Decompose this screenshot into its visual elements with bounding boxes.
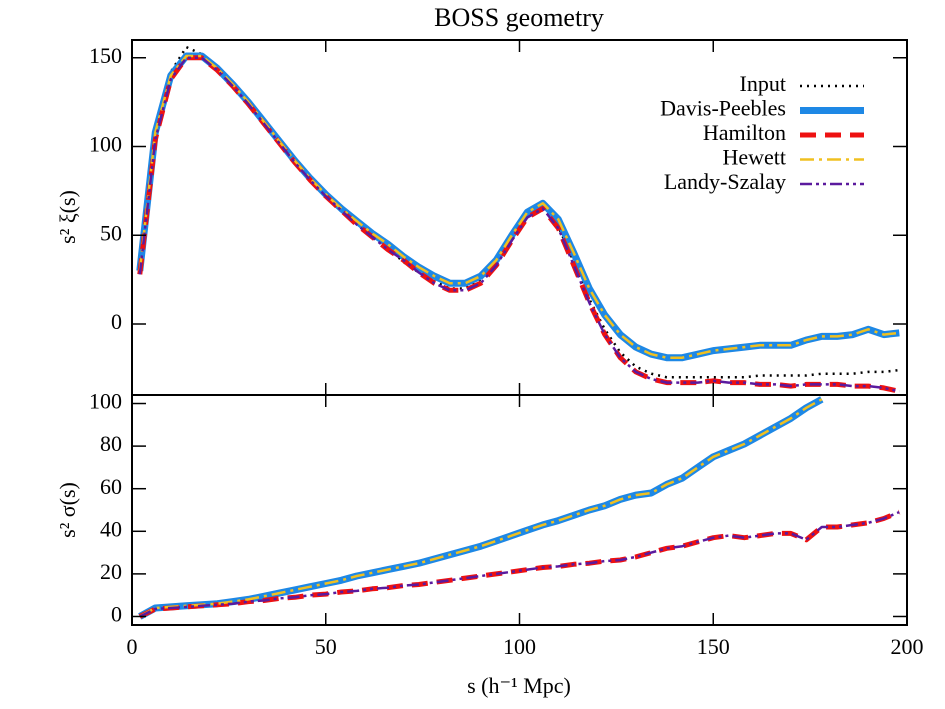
- x-tick-label: 200: [891, 634, 924, 659]
- legend-label: Hewett: [722, 145, 786, 170]
- series-line: [138, 56, 900, 393]
- y-tick-label: 150: [89, 43, 122, 68]
- plot-area: [136, 45, 900, 394]
- y-tick-label: 100: [89, 132, 122, 157]
- legend-label: Davis-Peebles: [660, 96, 786, 121]
- x-tick-label: 0: [127, 634, 138, 659]
- legend-label: Landy-Szalay: [664, 169, 786, 194]
- chart-title: BOSS geometry: [434, 3, 604, 32]
- y-axis-label: s² ξ(s): [55, 190, 80, 244]
- y-tick-label: 50: [100, 220, 122, 245]
- x-tick-label: 150: [697, 634, 730, 659]
- y-tick-label: 60: [100, 474, 122, 499]
- series-line: [138, 396, 824, 620]
- plot-frame: [131, 394, 908, 626]
- plot-area: [138, 396, 901, 620]
- series-line: [139, 510, 900, 618]
- x-axis-label: s (h⁻¹ Mpc): [467, 673, 571, 698]
- x-tick-label: 50: [315, 634, 337, 659]
- y-tick-label: 20: [100, 559, 122, 584]
- y-axis-label: s² σ(s): [55, 482, 80, 538]
- y-tick-label: 0: [111, 602, 122, 627]
- y-tick-label: 0: [111, 309, 122, 334]
- y-tick-label: 80: [100, 431, 122, 456]
- x-tick-label: 100: [503, 634, 536, 659]
- y-tick-label: 40: [100, 516, 122, 541]
- legend-label: Hamilton: [703, 120, 786, 145]
- legend-label: Input: [740, 71, 786, 96]
- series-line: [139, 398, 823, 618]
- y-tick-label: 100: [89, 389, 122, 414]
